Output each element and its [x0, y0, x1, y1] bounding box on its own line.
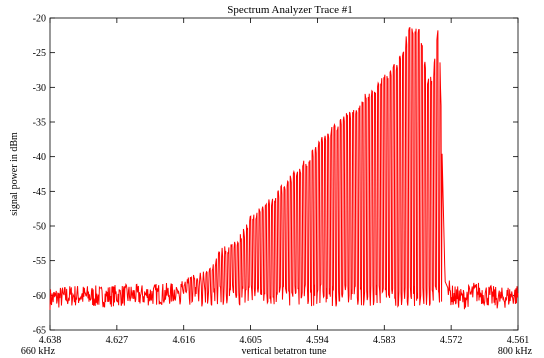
x-tick-label: 4.605 — [239, 335, 262, 346]
y-tick-label: -40 — [33, 152, 46, 163]
y-axis-label: signal power in dBm — [9, 132, 20, 216]
y-tick-label: -60 — [33, 291, 46, 302]
plot-frame — [49, 17, 519, 331]
x-tick-label: 4.583 — [373, 335, 396, 346]
x-axis-left-end-label: 660 kHz — [21, 346, 56, 357]
x-tick-label: 4.594 — [306, 335, 329, 346]
x-axis-right-end-label: 800 kHz — [498, 346, 533, 357]
chart-title: Spectrum Analyzer Trace #1 — [227, 4, 353, 16]
x-tick-label: 4.572 — [440, 335, 463, 346]
x-tick-label: 4.638 — [39, 335, 62, 346]
x-axis-label: vertical betatron tune — [242, 346, 328, 357]
y-tick-label: -55 — [33, 256, 46, 267]
spectrum-trace-line — [49, 26, 519, 310]
y-tick-label: -65 — [33, 326, 46, 337]
y-tick-label: -35 — [33, 118, 46, 129]
x-tick-label: 4.561 — [507, 335, 530, 346]
x-tick-label: 4.627 — [106, 335, 129, 346]
x-axis: 4.638 4.627 4.616 4.605 4.594 4.583 4.572 4.561 — [39, 18, 530, 346]
y-tick-label: -30 — [33, 83, 46, 94]
y-tick-label: -45 — [33, 187, 46, 198]
y-tick-label: -50 — [33, 222, 46, 233]
y-axis: -20 -25 -30 -35 -40 -45 -50 -55 -60 -65 — [33, 14, 518, 337]
x-tick-label: 4.616 — [172, 335, 195, 346]
y-tick-label: -20 — [33, 14, 46, 25]
y-tick-label: -25 — [33, 48, 46, 59]
